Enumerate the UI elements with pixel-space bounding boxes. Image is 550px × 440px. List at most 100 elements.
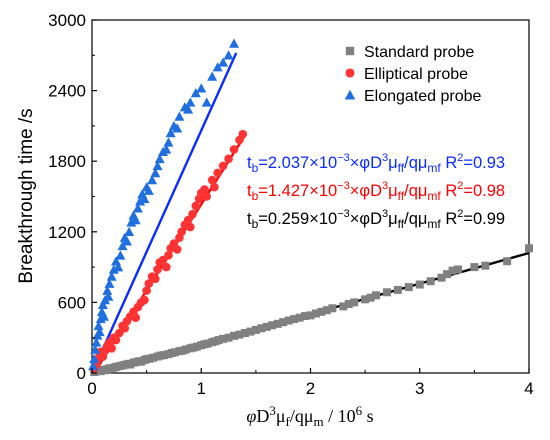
triangle-marker bbox=[89, 353, 100, 364]
square-marker bbox=[350, 298, 359, 307]
legend: Standard probe Elliptical probe Elongated … bbox=[344, 44, 482, 105]
x-axis-title-mu2-sub: m bbox=[313, 414, 323, 429]
triangle-marker bbox=[201, 97, 212, 107]
triangle-marker bbox=[113, 262, 124, 272]
triangle-marker bbox=[212, 62, 223, 72]
square-marker bbox=[328, 304, 337, 313]
x-axis-title-mu-sub: f bbox=[285, 414, 290, 429]
square-marker bbox=[393, 285, 402, 294]
triangle-marker bbox=[97, 299, 108, 310]
triangle-marker bbox=[99, 311, 110, 321]
circle-marker bbox=[200, 185, 209, 194]
circle-marker bbox=[144, 279, 154, 288]
equation-part: =0.99 bbox=[463, 210, 505, 228]
x-tick-label: 0 bbox=[87, 379, 96, 398]
circle-marker bbox=[177, 227, 186, 237]
square-marker bbox=[322, 306, 331, 315]
equation-part: t bbox=[247, 154, 252, 172]
fit-equations: tb=2.037×10−3×φD3μff/qμmf R2=0.93tb=1.42… bbox=[247, 152, 505, 231]
square-marker bbox=[290, 315, 299, 324]
square-marker bbox=[257, 324, 266, 333]
x-tick-label: 1 bbox=[197, 379, 206, 398]
square-marker bbox=[246, 327, 255, 336]
square-marker bbox=[437, 273, 446, 282]
x-axis-title-d: D bbox=[256, 406, 269, 426]
square-marker bbox=[273, 319, 282, 328]
x-tick-label: 2 bbox=[306, 379, 315, 398]
square-marker bbox=[279, 318, 288, 327]
square-marker bbox=[149, 353, 158, 362]
y-axis-title: Breakthrough time /s bbox=[16, 108, 37, 283]
equation-part: μ bbox=[388, 154, 398, 172]
x-axis-title-phi: φ bbox=[246, 406, 256, 426]
triangle-marker bbox=[117, 240, 128, 251]
equation-part: R bbox=[441, 154, 458, 172]
legend-label: Elliptical probe bbox=[364, 66, 468, 83]
circle-marker bbox=[183, 215, 193, 225]
triangle-marker bbox=[132, 203, 143, 213]
triangle-marker bbox=[94, 326, 105, 337]
square-marker bbox=[448, 266, 457, 275]
square-marker bbox=[426, 277, 435, 286]
square-marker bbox=[443, 270, 452, 279]
equation-part: /qμ bbox=[404, 182, 427, 200]
equation-part: 2 bbox=[457, 208, 463, 220]
x-axis-title-mu2: μ bbox=[304, 406, 314, 426]
square-marker bbox=[481, 261, 490, 270]
triangle-marker bbox=[218, 57, 229, 67]
circle-marker bbox=[186, 222, 195, 232]
triangle-marker bbox=[139, 193, 150, 204]
circle-marker bbox=[140, 295, 149, 305]
equation-part: 3 bbox=[382, 180, 388, 192]
y-tick-label: 600 bbox=[58, 293, 86, 312]
circle-marker bbox=[164, 251, 173, 260]
circle-marker bbox=[107, 343, 116, 353]
triangle-marker bbox=[190, 87, 201, 98]
x-axis-title-mu: μ bbox=[276, 406, 286, 426]
triangle-marker bbox=[102, 285, 113, 295]
triangle-marker bbox=[152, 160, 163, 171]
triangle-marker bbox=[104, 278, 115, 288]
x-axis-title: φD3μf/qμm / 106 s bbox=[246, 403, 373, 429]
equation-part: 3 bbox=[382, 208, 388, 220]
equation-part: mf bbox=[427, 161, 441, 175]
triangle-marker bbox=[115, 250, 126, 260]
circle-marker bbox=[238, 129, 248, 139]
equation-part: μ bbox=[388, 210, 398, 228]
square-marker bbox=[382, 288, 391, 297]
square-marker bbox=[339, 302, 348, 311]
triangle-marker bbox=[126, 217, 137, 227]
equation-part: b bbox=[252, 161, 259, 175]
y-tick-label: 2400 bbox=[48, 82, 86, 101]
triangle-marker bbox=[90, 344, 101, 354]
equation-part: −3 bbox=[337, 180, 350, 192]
square-marker bbox=[230, 331, 239, 340]
square-marker bbox=[219, 334, 228, 343]
square-marker bbox=[268, 321, 277, 330]
axis-ticks: 0 1 2 3 4 0 600 1200 1800 2400 3000 bbox=[48, 11, 534, 398]
x-tick-label: 4 bbox=[524, 379, 533, 398]
fit-equation: tb=0.259×10−3×φD3μff/qμmf R2=0.99 bbox=[247, 208, 505, 231]
square-marker bbox=[192, 342, 201, 351]
equation-part: ×φD bbox=[350, 210, 382, 228]
equation-part: 2 bbox=[457, 152, 463, 164]
equation-part: μ bbox=[388, 182, 398, 200]
legend-label: Elongated probe bbox=[364, 88, 482, 105]
triangle-marker bbox=[135, 196, 146, 206]
square-marker bbox=[306, 311, 315, 320]
square-marker bbox=[284, 316, 293, 325]
x-axis-title-d-sup: 3 bbox=[269, 403, 276, 418]
fit-equation: tb=1.427×10−3×φD3μff/qμmf R2=0.98 bbox=[247, 180, 505, 203]
triangle-marker bbox=[229, 38, 240, 48]
equation-part: /qμ bbox=[404, 154, 427, 172]
triangle-marker bbox=[183, 104, 194, 114]
equation-part: ×φD bbox=[350, 154, 382, 172]
triangle-marker bbox=[172, 123, 183, 133]
circle-marker bbox=[188, 209, 197, 219]
circle-marker bbox=[131, 313, 140, 322]
equation-part: ff bbox=[398, 217, 405, 231]
triangle-marker bbox=[106, 271, 117, 281]
square-marker bbox=[251, 325, 260, 334]
x-tick-label: 3 bbox=[415, 379, 424, 398]
